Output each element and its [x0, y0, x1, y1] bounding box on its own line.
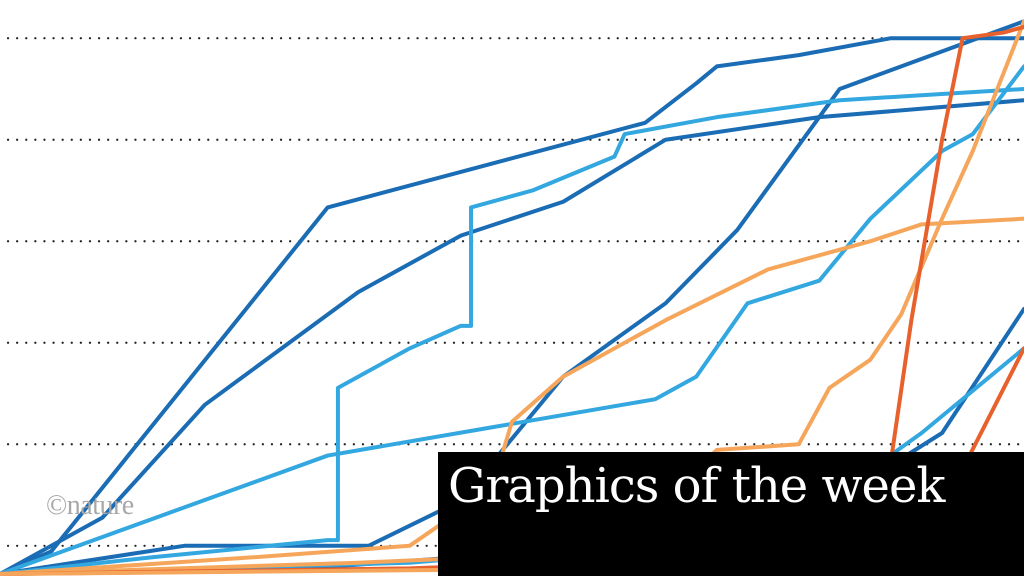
series-line-4: [0, 86, 1024, 576]
series-line-0: [0, 36, 1024, 576]
series-line-5: [0, 64, 1024, 576]
caption-title: Graphics of the week: [448, 458, 945, 514]
caption-box: Graphics of the week: [438, 452, 1024, 576]
nature-watermark: ©nature: [46, 490, 134, 521]
series-line-7: [0, 216, 1024, 576]
series-line-1: [0, 98, 1024, 576]
